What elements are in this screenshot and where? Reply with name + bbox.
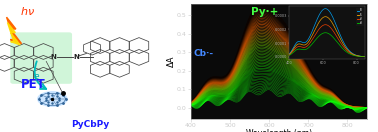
Text: N: N <box>73 54 79 60</box>
Polygon shape <box>38 92 67 106</box>
Y-axis label: ΔA: ΔA <box>166 56 175 67</box>
Text: Cb·-: Cb·- <box>193 49 213 58</box>
FancyBboxPatch shape <box>10 32 72 84</box>
Polygon shape <box>8 22 20 45</box>
Text: PET: PET <box>20 78 45 91</box>
Text: Py·+: Py·+ <box>251 7 279 17</box>
Text: PyCbPy: PyCbPy <box>71 120 109 129</box>
Text: N: N <box>51 54 57 60</box>
Text: $h\nu$: $h\nu$ <box>20 5 35 17</box>
Polygon shape <box>6 17 22 44</box>
Text: $e$: $e$ <box>33 72 40 81</box>
X-axis label: Wavelength (nm): Wavelength (nm) <box>246 129 312 132</box>
